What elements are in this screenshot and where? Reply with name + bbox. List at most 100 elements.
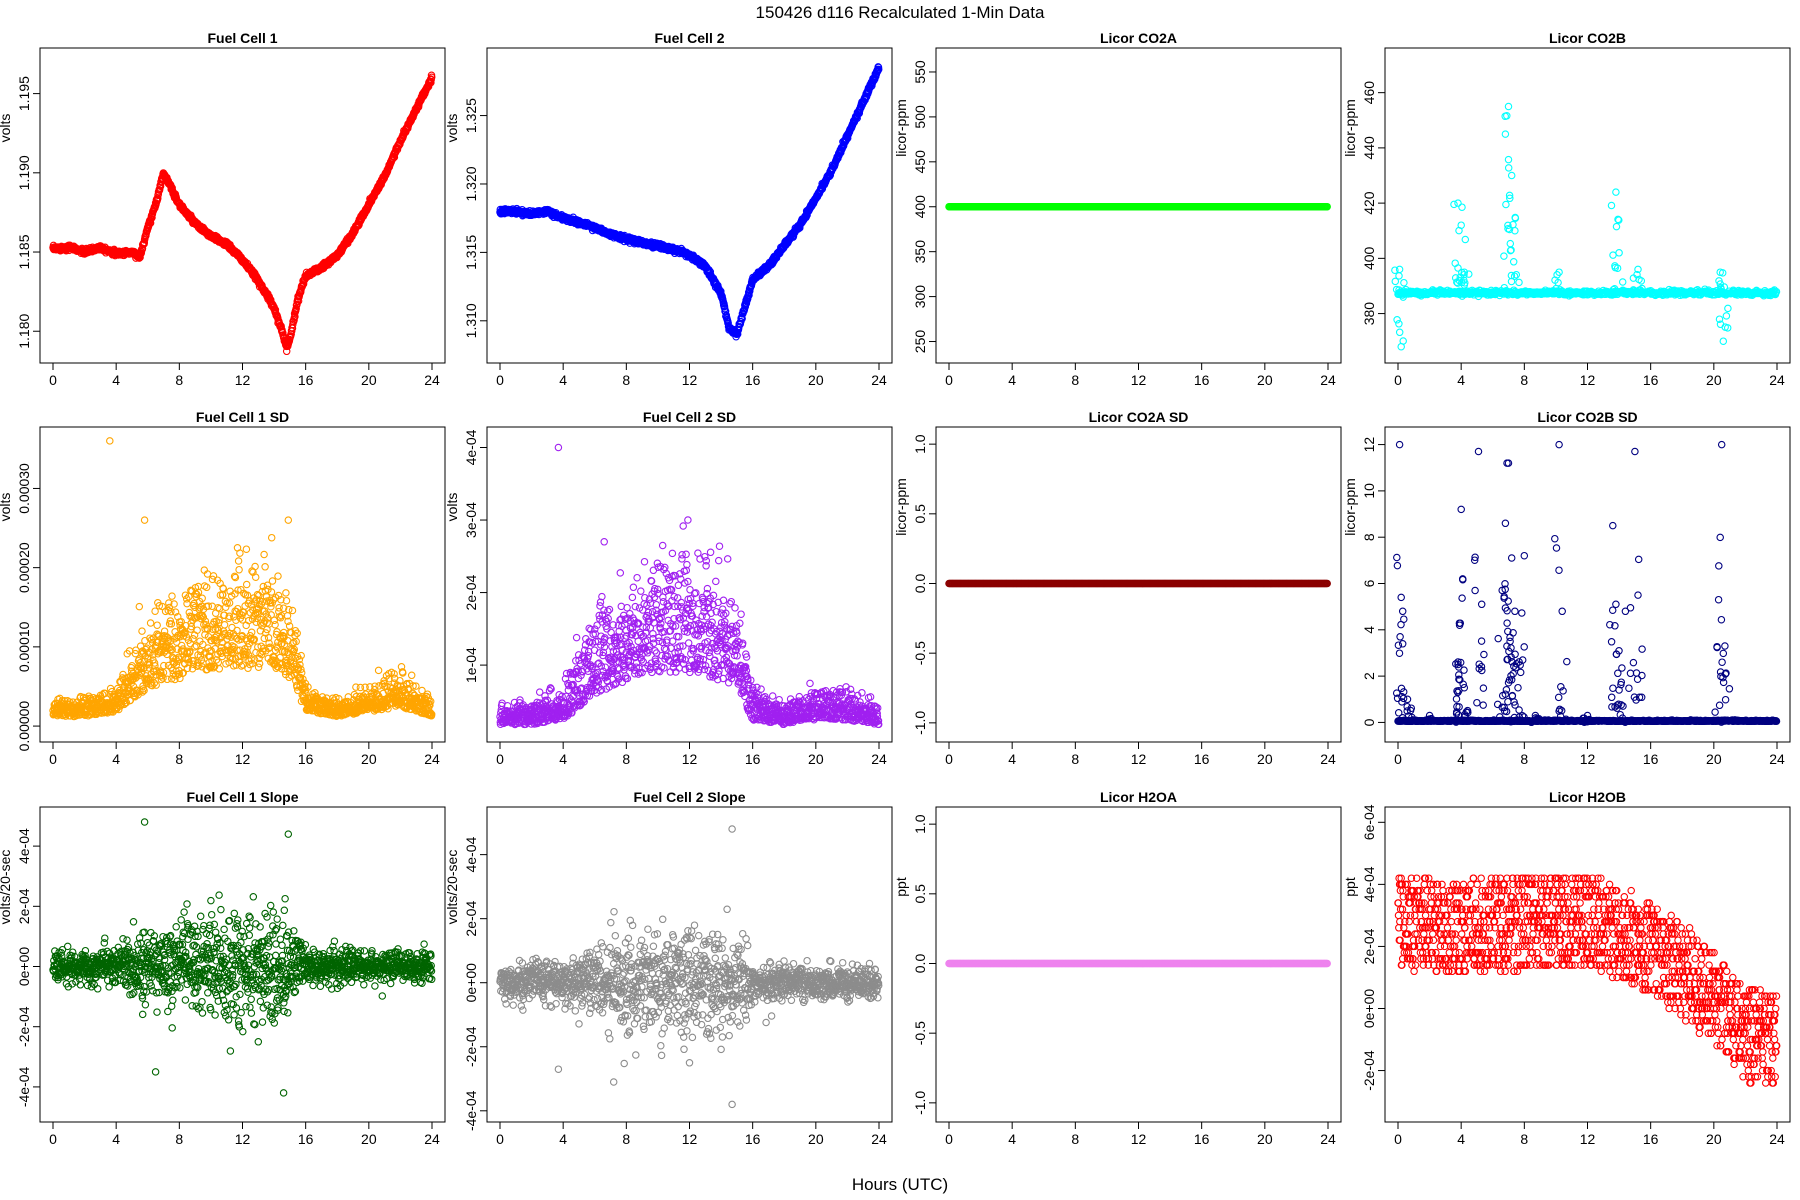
x-tick-label: 20 bbox=[361, 372, 377, 388]
y-tick-label: 1.180 bbox=[16, 314, 32, 349]
x-tick-label: 8 bbox=[1071, 372, 1079, 388]
panel-title: Fuel Cell 1 SD bbox=[196, 409, 289, 425]
y-tick-label: 460 bbox=[1361, 81, 1377, 105]
y-tick-label: 1.185 bbox=[16, 234, 32, 269]
data-point bbox=[1609, 251, 1617, 259]
data-point bbox=[220, 621, 229, 629]
data-point bbox=[1719, 337, 1728, 345]
data-point bbox=[146, 619, 155, 627]
data-point bbox=[1506, 239, 1515, 248]
x-tick-label: 8 bbox=[175, 751, 183, 767]
x-tick-label: 24 bbox=[1769, 372, 1785, 388]
x-tick-label: 20 bbox=[361, 751, 377, 767]
data-point bbox=[183, 599, 191, 608]
y-axis-label: licor-ppm bbox=[1342, 99, 1358, 157]
y-tick-label: 1.190 bbox=[16, 155, 32, 190]
panel-p0: Fuel Cell 10 4 8 12 16 20 241.1801.1851.1901.1… bbox=[0, 30, 446, 388]
x-tick-label: 24 bbox=[1320, 372, 1336, 388]
data-point bbox=[1393, 316, 1401, 324]
x-tick-label: 0 bbox=[1394, 372, 1402, 388]
x-tick-label: 12 bbox=[235, 372, 251, 388]
data-point bbox=[1504, 155, 1513, 164]
x-tick-label: 4 bbox=[1008, 372, 1016, 388]
y-tick-label: 550 bbox=[912, 60, 928, 84]
data-point bbox=[1450, 200, 1458, 209]
y-tick-label: 1.195 bbox=[16, 76, 32, 111]
y-tick-label: 0.00010 bbox=[16, 621, 32, 672]
y-axis-label: volts bbox=[444, 114, 460, 143]
data-point bbox=[1451, 259, 1459, 267]
data-points bbox=[49, 437, 436, 721]
x-tick-label: 24 bbox=[424, 751, 440, 767]
data-point bbox=[1607, 201, 1616, 210]
data-point bbox=[202, 583, 211, 592]
data-point bbox=[1395, 272, 1403, 280]
x-tick-label: 12 bbox=[1131, 372, 1147, 388]
panel-title: Licor CO2A bbox=[1100, 30, 1177, 46]
panel-title: Fuel Cell 1 bbox=[207, 30, 277, 46]
y-tick-label: 0.00000 bbox=[16, 701, 32, 752]
y-tick-label: 0.00020 bbox=[16, 542, 32, 593]
data-point bbox=[1504, 102, 1513, 111]
y-tick-label: 380 bbox=[1361, 302, 1377, 326]
data-point bbox=[1454, 199, 1462, 207]
panel-p4: Fuel Cell 1 SD0 4 8 12 16 20 240.000000.000100… bbox=[0, 409, 446, 767]
data-points bbox=[49, 71, 436, 356]
plot-frame bbox=[486, 47, 893, 364]
data-point bbox=[1509, 258, 1518, 266]
data-point bbox=[424, 82, 433, 91]
panel-title: Fuel Cell 2 bbox=[654, 30, 724, 46]
data-point bbox=[1500, 252, 1508, 260]
x-tick-label: 16 bbox=[745, 372, 761, 388]
y-tick-label: 1.320 bbox=[463, 166, 479, 201]
data-point bbox=[138, 627, 146, 635]
data-point bbox=[1501, 130, 1510, 138]
data-point bbox=[1618, 278, 1627, 286]
x-tick-label: 0 bbox=[496, 372, 504, 388]
y-tick-label: 300 bbox=[912, 285, 928, 309]
y-tick-label: 400 bbox=[1361, 246, 1377, 270]
y-tick-label: 0.00030 bbox=[16, 463, 32, 514]
y-tick-label: 1.315 bbox=[463, 235, 479, 270]
panel-title: Licor CO2B bbox=[1549, 30, 1626, 46]
x-tick-label: 0 bbox=[49, 751, 57, 767]
y-tick-label: 440 bbox=[1361, 136, 1377, 160]
data-point bbox=[1458, 203, 1466, 211]
data-point bbox=[1502, 200, 1510, 209]
data-point bbox=[1400, 278, 1408, 287]
panel-grid: Fuel Cell 1 0 4 8 12 16 20 24 1.180 1.185 1.190 1.1… bbox=[0, 30, 1791, 1147]
data-points bbox=[945, 202, 1331, 211]
data-point bbox=[1612, 188, 1620, 196]
data-point bbox=[1461, 235, 1470, 244]
data-point bbox=[1612, 222, 1621, 231]
data-point bbox=[427, 73, 436, 82]
data-point bbox=[1504, 164, 1513, 172]
data-point bbox=[1391, 266, 1399, 274]
x-tick-label: 4 bbox=[1457, 372, 1465, 388]
x-tick-label: 12 bbox=[682, 372, 698, 388]
plot-frame bbox=[39, 47, 446, 364]
y-tick-label: 500 bbox=[912, 105, 928, 129]
data-points bbox=[496, 63, 883, 341]
data-point bbox=[390, 153, 399, 161]
x-tick-label: 0 bbox=[945, 372, 953, 388]
x-tick-label: 20 bbox=[808, 372, 824, 388]
y-tick-label: 450 bbox=[912, 150, 928, 174]
data-point bbox=[1395, 328, 1404, 337]
data-point bbox=[153, 621, 161, 629]
x-tick-label: 20 bbox=[1257, 372, 1273, 388]
y-axis-label: volts bbox=[0, 493, 13, 522]
data-point bbox=[1395, 320, 1403, 328]
y-tick-label: 420 bbox=[1361, 191, 1377, 215]
figure-title: 150426 d116 Recalculated 1-Min Data bbox=[756, 3, 1045, 22]
y-axis-label: volts bbox=[0, 114, 13, 143]
x-tick-label: 8 bbox=[175, 372, 183, 388]
data-point bbox=[293, 298, 302, 306]
x-tick-label: 24 bbox=[424, 372, 440, 388]
data-point bbox=[1507, 171, 1516, 180]
x-tick-label: 20 bbox=[1706, 372, 1722, 388]
data-points bbox=[1391, 102, 1781, 351]
